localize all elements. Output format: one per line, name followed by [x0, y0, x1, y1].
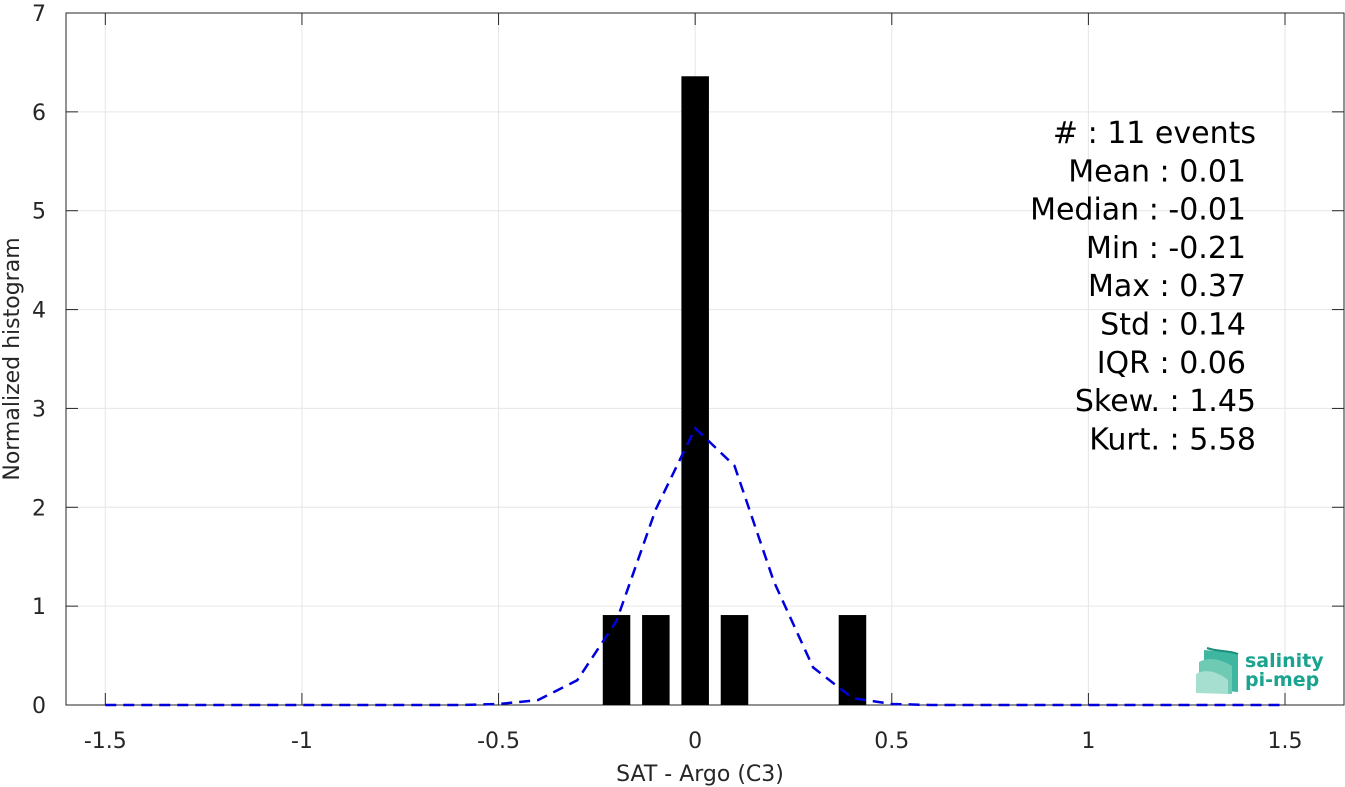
y-tick-label-4: 4	[32, 299, 46, 324]
logo-line1: salinity	[1245, 650, 1324, 672]
x-tick-label-2: -0.5	[477, 729, 520, 754]
y-tick-label-5: 5	[32, 200, 46, 225]
x-axis-label: SAT - Argo (C3)	[616, 762, 784, 787]
salinity-pi-mep-logo: salinity pi-mep	[1196, 647, 1324, 694]
y-tick-label-2: 2	[32, 496, 46, 521]
x-tick-label-0: -1.5	[84, 729, 127, 754]
fit-curve	[105, 426, 1285, 707]
stat-line-6: IQR : 0.06	[1097, 346, 1246, 381]
stat-line-2: Median : -0.01	[1030, 193, 1246, 228]
logo-line2: pi-mep	[1245, 669, 1319, 691]
y-tick-label-3: 3	[32, 397, 46, 422]
x-tick-label-6: 1.5	[1268, 729, 1303, 754]
stat-line-1: Mean : 0.01	[1068, 154, 1246, 189]
waves-logo-icon	[1196, 647, 1239, 694]
stat-line-8: Kurt. : 5.58	[1089, 422, 1256, 457]
histogram-bar-0	[602, 615, 631, 705]
x-tick-label-1: -1	[291, 729, 313, 754]
histogram-bar-3	[720, 615, 749, 705]
stat-line-3: Min : -0.21	[1086, 231, 1246, 266]
stat-line-4: Max : 0.37	[1088, 269, 1246, 304]
y-tick-label-7: 7	[32, 2, 46, 27]
x-tick-label-5: 1	[1081, 729, 1095, 754]
x-tick-label-4: 0.5	[874, 729, 909, 754]
x-tick-labels: -1.5 -1 -0.5 0 0.5 1 1.5	[84, 729, 1303, 754]
y-tick-labels: 0 1 2 3 4 5 6 7	[32, 2, 46, 719]
y-axis-label: Normalized histogram	[0, 237, 25, 480]
y-tick-label-0: 0	[32, 694, 46, 719]
x-tick-label-3: 0	[688, 729, 702, 754]
histogram-bar-1	[642, 615, 670, 705]
stat-line-0: # : 11 events	[1053, 116, 1256, 151]
stat-line-7: Skew. : 1.45	[1075, 384, 1256, 419]
histogram-bars	[602, 76, 867, 706]
stat-line-5: Std : 0.14	[1100, 308, 1246, 343]
y-tick-label-1: 1	[32, 595, 46, 620]
histogram-bar-2	[681, 76, 709, 706]
y-tick-label-6: 6	[32, 101, 46, 126]
